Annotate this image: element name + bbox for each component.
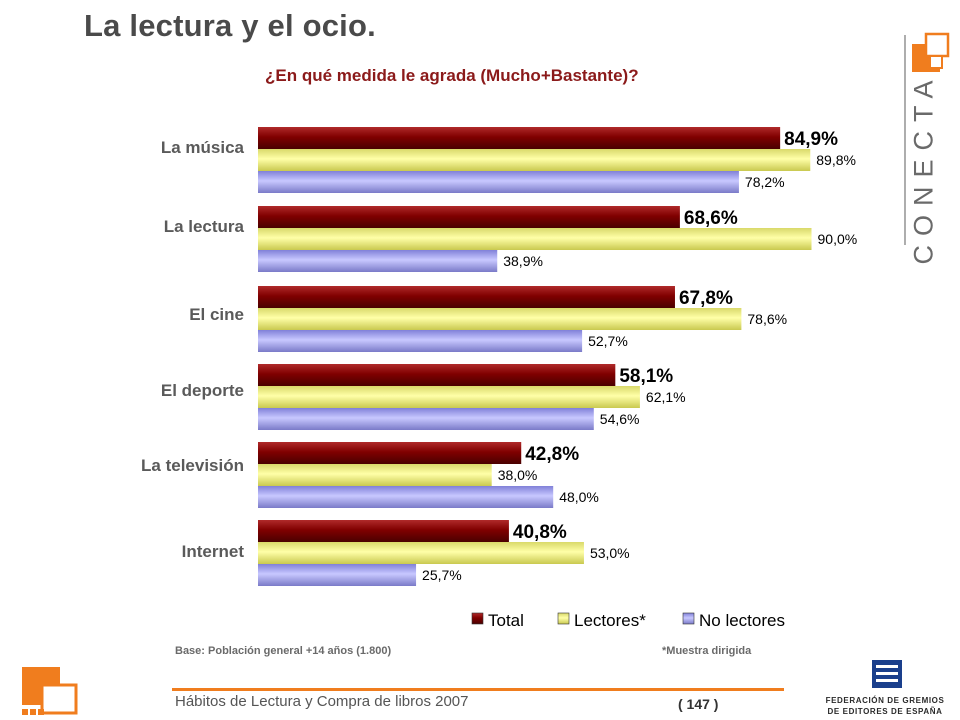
bar-no-lectores-internet [258,564,417,586]
category-label-el-cine: El cine [189,305,244,324]
federation-emblem-icon [872,660,902,688]
bar-no-lectores-la-television [258,486,554,508]
data-label-total-la-television: 42,8% [525,444,579,465]
federation-name-line1: FEDERACIÓN DE GREMIOS [825,696,945,705]
bar-no-lectores-el-deporte [258,408,594,430]
bar-no-lectores-el-cine [258,330,583,352]
bar-total-internet [258,520,509,542]
bar-lectores-la-musica [258,149,811,171]
bar-lectores-la-television [258,464,492,486]
legend-label-lectores: Lectores* [574,611,646,630]
page-title: La lectura y el ocio. [84,8,376,43]
data-label-no-lectores-la-lectura: 38,9% [503,253,543,269]
data-label-total-internet: 40,8% [513,522,567,543]
category-label-internet: Internet [182,542,245,561]
footer-text: Hábitos de Lectura y Compra de libros 20… [175,693,469,710]
chart-subtitle: ¿En qué medida le agrada (Mucho+Bastante… [265,66,639,85]
bar-total-la-television [258,442,522,464]
legend-label-total: Total [488,611,524,630]
bar-total-la-musica [258,127,781,149]
legend-swatch-total [471,612,484,625]
data-label-lectores-internet: 53,0% [590,545,630,561]
legend-label-no-lectores: No lectores [699,611,785,630]
data-label-total-el-deporte: 58,1% [619,366,673,387]
category-label-la-musica: La música [161,138,245,157]
bar-no-lectores-la-musica [258,171,739,193]
data-label-no-lectores-internet: 25,7% [422,567,462,583]
corner-logo-icon [22,667,78,715]
data-label-lectores-la-lectura: 90,0% [818,231,858,247]
legend-swatch-no-lectores [682,612,695,625]
conecta-logo-icon [904,32,950,245]
category-label-el-deporte: El deporte [161,381,244,400]
federation-name-line2: DE EDITORES DE ESPAÑA [827,707,943,716]
bar-total-el-cine [258,286,675,308]
data-label-no-lectores-el-cine: 52,7% [588,333,628,349]
data-label-lectores-la-musica: 89,8% [816,152,856,168]
data-label-total-la-lectura: 68,6% [684,208,738,229]
bar-lectores-el-cine [258,308,742,330]
bar-no-lectores-la-lectura [258,250,498,272]
bar-total-el-deporte [258,364,616,386]
data-label-lectores-la-television: 38,0% [498,467,538,483]
base-note: Base: Población general +14 años (1.800) [175,645,392,657]
category-label-la-television: La televisión [141,456,244,475]
bar-lectores-el-deporte [258,386,640,408]
sample-note: *Muestra dirigida [662,645,752,657]
bar-total-la-lectura [258,206,680,228]
data-label-no-lectores-la-musica: 78,2% [745,174,785,190]
data-label-no-lectores-el-deporte: 54,6% [600,411,640,427]
federation-logo: FEDERACIÓN DE GREMIOS DE EDITORES DE ESP… [820,658,950,717]
bar-lectores-la-lectura [258,228,812,250]
data-label-lectores-el-cine: 78,6% [747,311,787,327]
data-label-total-la-musica: 84,9% [784,129,838,150]
data-label-no-lectores-la-television: 48,0% [559,489,599,505]
page-number: ( 147 ) [678,696,719,712]
bar-lectores-internet [258,542,584,564]
data-label-total-el-cine: 67,8% [679,288,733,309]
footer-divider [172,688,784,691]
category-label-la-lectura: La lectura [164,217,245,236]
legend-swatch-lectores [557,612,570,625]
data-label-lectores-el-deporte: 62,1% [646,389,686,405]
conecta-logo-text: CONECTA [908,71,939,265]
